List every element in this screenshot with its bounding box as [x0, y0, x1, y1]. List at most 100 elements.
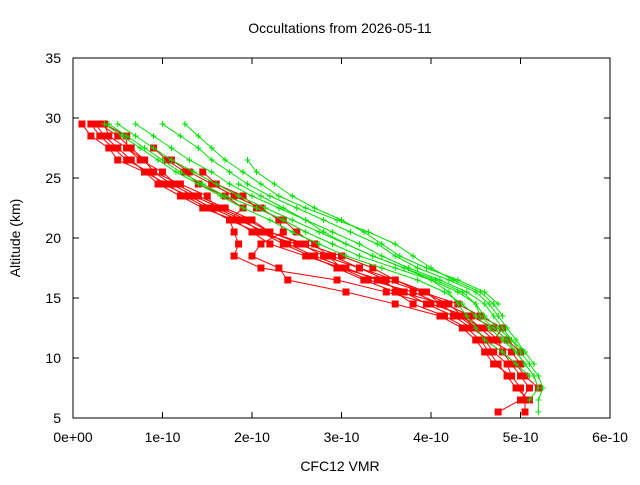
data-point [454, 312, 462, 320]
data-point [226, 169, 233, 175]
data-point [208, 169, 215, 175]
data-point [239, 216, 247, 224]
data-point [513, 337, 520, 343]
data-point [100, 132, 108, 140]
data-point [423, 288, 431, 296]
data-point [436, 300, 444, 308]
data-point [195, 145, 202, 151]
data-point [293, 205, 300, 211]
data-point [252, 228, 260, 236]
data-point [360, 276, 368, 284]
data-point [159, 168, 166, 176]
data-point [266, 228, 274, 236]
data-point [503, 360, 511, 368]
data-point [454, 277, 461, 283]
data-point [302, 229, 309, 235]
data-point [329, 252, 337, 260]
y-tick-label: 20 [45, 230, 61, 246]
data-point [244, 181, 251, 187]
data-point [338, 217, 345, 223]
data-point [333, 276, 341, 284]
data-point [504, 325, 511, 331]
data-point [172, 169, 179, 175]
data-point [428, 277, 434, 283]
data-point [257, 181, 264, 187]
data-point [458, 324, 466, 332]
data-point [378, 276, 386, 284]
series-1 [101, 121, 546, 415]
data-point [490, 336, 498, 344]
data-point [235, 216, 243, 224]
data-point [418, 288, 426, 296]
data-point [208, 145, 215, 151]
data-point [248, 216, 256, 224]
data-point [275, 264, 283, 272]
data-point [356, 253, 363, 259]
data-point [150, 133, 157, 139]
data-point [253, 169, 260, 175]
data-point [490, 325, 497, 331]
data-point [355, 264, 363, 272]
data-point [391, 276, 399, 284]
data-point [257, 240, 265, 248]
data-point [141, 156, 149, 164]
data-point [521, 408, 529, 416]
data-point [132, 121, 139, 127]
data-point [476, 336, 484, 344]
x-tick-label: 3e-10 [324, 429, 360, 445]
data-point [217, 204, 225, 212]
data-point [449, 312, 457, 320]
data-point [481, 348, 489, 356]
data-point [467, 312, 475, 320]
data-point [513, 349, 520, 355]
data-point [427, 300, 435, 308]
data-point [284, 276, 292, 284]
data-point [472, 336, 480, 344]
data-point [463, 324, 471, 332]
data-point [91, 120, 99, 128]
data-point [463, 313, 470, 319]
data-point [280, 205, 287, 211]
data-point [266, 217, 273, 223]
data-point [499, 349, 506, 355]
y-tick-label: 25 [45, 170, 61, 186]
series-line [117, 123, 535, 377]
data-point [127, 156, 135, 164]
data-point [114, 132, 122, 140]
data-point [87, 120, 95, 128]
data-point [369, 253, 376, 259]
data-point [217, 193, 224, 199]
data-point [517, 372, 524, 380]
data-point [123, 144, 131, 152]
data-point [101, 121, 108, 127]
data-point [235, 181, 242, 187]
data-point [208, 180, 216, 188]
data-point [109, 144, 117, 152]
data-point [240, 205, 247, 211]
series-line [81, 123, 526, 412]
series-line [94, 123, 531, 413]
data-point [194, 192, 202, 200]
x-axis-label: CFC12 VMR [300, 458, 379, 474]
data-point [257, 193, 264, 199]
data-point [262, 205, 269, 211]
data-point [423, 300, 431, 308]
data-point [481, 289, 488, 295]
data-point [458, 312, 466, 320]
data-point [159, 121, 166, 127]
data-point [512, 384, 520, 392]
data-point [526, 373, 533, 379]
data-point [163, 180, 171, 188]
data-point [316, 241, 323, 247]
data-point [230, 216, 238, 224]
data-point [302, 240, 310, 248]
data-point [155, 157, 162, 163]
data-point [127, 144, 135, 152]
data-point [320, 217, 327, 223]
data-point [280, 217, 287, 223]
data-point [320, 252, 328, 260]
data-point [172, 180, 180, 188]
data-point [342, 288, 350, 296]
